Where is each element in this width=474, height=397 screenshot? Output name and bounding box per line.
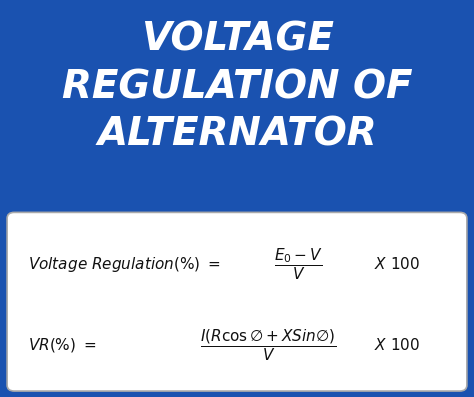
Text: $\mathit{Voltage\ Regulation(\%)}\ =$: $\mathit{Voltage\ Regulation(\%)}\ =$ <box>28 254 221 274</box>
Text: $\dfrac{I(R\cos\emptyset + XSin\emptyset)}{V}$: $\dfrac{I(R\cos\emptyset + XSin\emptyset… <box>200 328 336 363</box>
Text: $X\ 100$: $X\ 100$ <box>374 256 420 272</box>
Text: VOLTAGE: VOLTAGE <box>141 21 333 59</box>
Text: $\dfrac{E_0 - V}{V}$: $\dfrac{E_0 - V}{V}$ <box>274 246 323 282</box>
Text: $\mathit{VR(\%)}\ =$: $\mathit{VR(\%)}\ =$ <box>28 336 97 355</box>
Text: REGULATION OF: REGULATION OF <box>62 68 412 106</box>
Text: $X\ 100$: $X\ 100$ <box>374 337 420 353</box>
FancyBboxPatch shape <box>7 212 467 391</box>
Text: ALTERNATOR: ALTERNATOR <box>97 116 377 154</box>
